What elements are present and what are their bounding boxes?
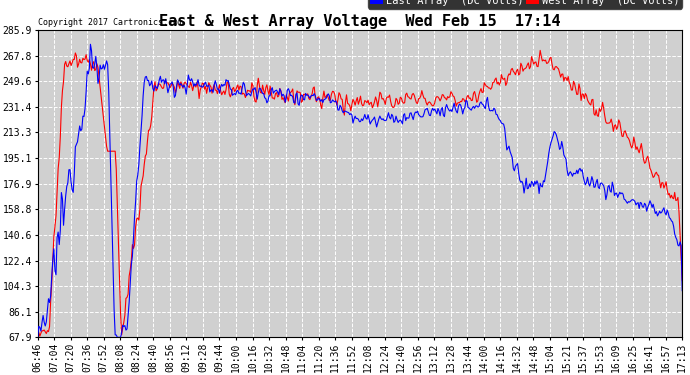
- Legend: East Array  (DC Volts), West Array  (DC Volts): East Array (DC Volts), West Array (DC Vo…: [368, 0, 682, 9]
- Text: Copyright 2017 Cartronics.com: Copyright 2017 Cartronics.com: [38, 18, 183, 27]
- Title: East & West Array Voltage  Wed Feb 15  17:14: East & West Array Voltage Wed Feb 15 17:…: [159, 14, 561, 29]
